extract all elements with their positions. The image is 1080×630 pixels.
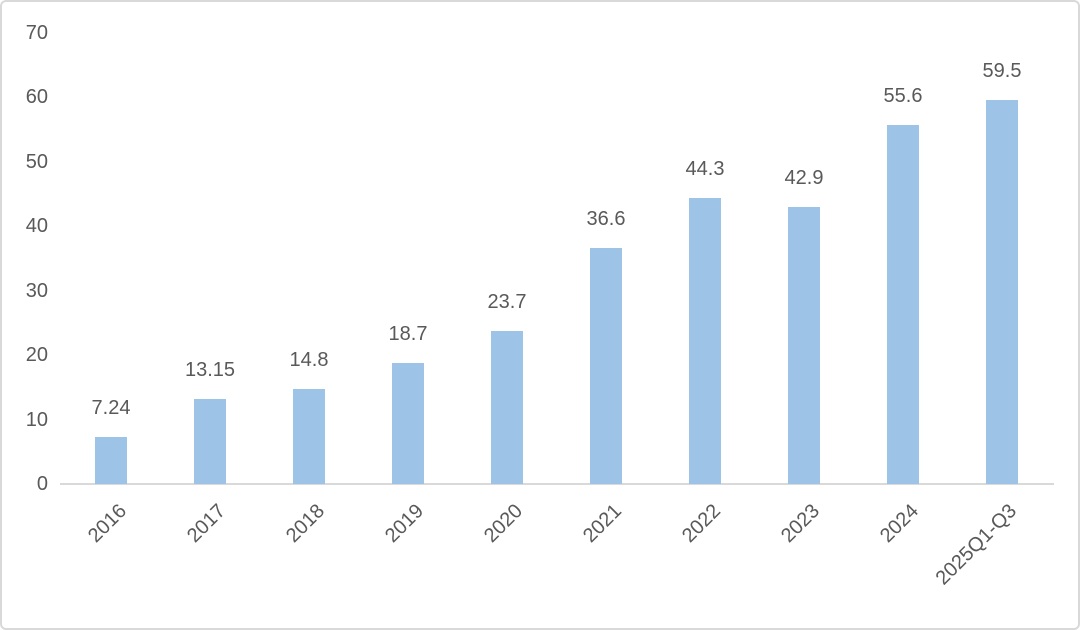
y-tick-label: 40 (25, 215, 48, 237)
x-tick-label: 2024 (875, 500, 923, 548)
data-label: 13.15 (184, 359, 236, 382)
y-tick-label: 70 (25, 21, 48, 44)
x-tick-label: 2025Q1-Q3 (932, 500, 1022, 590)
bar-2021 (590, 247, 622, 484)
bar-2020 (491, 331, 523, 484)
data-label: 23.7 (487, 291, 527, 314)
data-label: 7.24 (91, 397, 131, 420)
bar-2019 (392, 363, 424, 484)
y-tick-label: 50 (25, 150, 48, 173)
y-tick-label: 10 (25, 408, 48, 431)
data-label: 59.5 (982, 60, 1022, 83)
bar-2025Q1-Q3 (986, 100, 1018, 484)
x-tick-label: 2020 (479, 500, 527, 548)
y-tick-label: 0 (36, 473, 48, 495)
bar-2022 (689, 198, 721, 484)
x-tick-label: 2023 (776, 500, 824, 548)
data-label: 55.6 (883, 85, 923, 108)
y-tick-label: 60 (25, 86, 48, 108)
bar-2017 (194, 399, 226, 484)
bar-2018 (293, 388, 325, 484)
bar-2024 (887, 125, 919, 484)
x-tick-label: 2017 (182, 500, 230, 548)
x-tick-label: 2016 (83, 500, 131, 548)
data-label: 36.6 (586, 207, 626, 230)
data-label: 18.7 (388, 323, 428, 346)
data-label: 42.9 (784, 167, 824, 190)
bar-2023 (788, 207, 820, 484)
bar-2016 (95, 437, 127, 484)
x-tick-label: 2019 (380, 500, 428, 548)
data-label: 14.8 (289, 348, 329, 371)
x-tick-label: 2022 (677, 500, 725, 548)
x-tick-label: 2021 (578, 500, 626, 548)
x-axis-line (60, 483, 1054, 485)
data-label: 44.3 (685, 158, 725, 181)
x-tick-label: 2018 (281, 500, 329, 548)
y-tick-label: 20 (25, 344, 48, 366)
y-tick-label: 30 (25, 279, 48, 302)
